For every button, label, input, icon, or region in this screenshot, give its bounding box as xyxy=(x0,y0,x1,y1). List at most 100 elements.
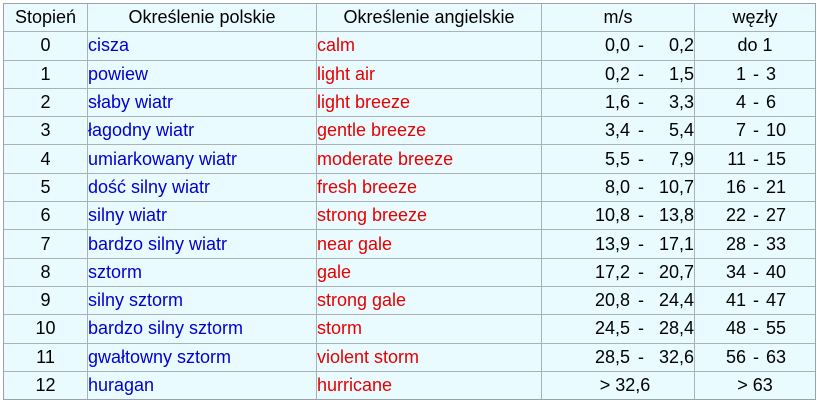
cell-meters-per-second: 24,5-28,4 xyxy=(542,315,695,344)
knots-separator: - xyxy=(753,233,759,254)
knots-low: 22 xyxy=(725,205,746,226)
knots-separator: - xyxy=(753,346,759,367)
knots-range: 11-15 xyxy=(695,146,815,173)
knots-separator: - xyxy=(753,205,759,226)
ms-separator: - xyxy=(638,205,644,226)
knots-high: 21 xyxy=(766,176,787,197)
beaufort-scale-table: Stopień Określenie polskie Określenie an… xyxy=(3,3,816,401)
cell-english-name: moderate breeze xyxy=(317,145,542,174)
cell-polish-name: gwałtowny sztorm xyxy=(88,343,317,372)
table-row: 12 huragan hurricane > 32,6 > 63 xyxy=(4,371,815,400)
ms-range: 3,4- 5,4 xyxy=(542,117,694,144)
header-stopien: Stopień xyxy=(4,4,88,33)
knots-separator: - xyxy=(753,176,759,197)
knots-range: 34-40 xyxy=(695,259,815,286)
header-meters-per-second: m/s xyxy=(542,4,695,33)
cell-stopien: 0 xyxy=(4,32,88,61)
cell-meters-per-second: > 32,6 xyxy=(542,371,695,400)
cell-polish-name: słaby wiatr xyxy=(88,88,317,118)
cell-english-name: light breeze xyxy=(317,88,542,118)
ms-high: 28,4 xyxy=(658,318,694,339)
ms-separator: - xyxy=(638,148,644,169)
cell-english-name: strong gale xyxy=(317,286,542,316)
knots-low: 16 xyxy=(725,176,746,197)
cell-knots: 22-27 xyxy=(695,202,815,231)
cell-meters-per-second: 13,9-17,1 xyxy=(542,230,695,259)
cell-english-name: strong breeze xyxy=(317,202,542,231)
cell-stopien: 1 xyxy=(4,60,88,89)
knots-low: 56 xyxy=(725,346,746,367)
cell-polish-name: silny wiatr xyxy=(88,202,317,231)
knots-separator: - xyxy=(753,318,759,339)
cell-stopien: 8 xyxy=(4,258,88,287)
knots-high: 10 xyxy=(766,120,787,141)
ms-low: 1,6 xyxy=(604,92,630,113)
cell-meters-per-second: 8,0-10,7 xyxy=(542,173,695,203)
table-row: 1 powiew light air 0,2-1,5 1-3 xyxy=(4,60,815,89)
cell-polish-name: bardzo silny sztorm xyxy=(88,315,317,344)
ms-high: 13,8 xyxy=(658,205,694,226)
ms-separator: - xyxy=(638,176,644,197)
knots-high: 47 xyxy=(766,290,787,311)
ms-range: 0,0- 0,2 xyxy=(542,32,694,59)
cell-stopien: 3 xyxy=(4,117,88,146)
ms-range: 8,0-10,7 xyxy=(542,174,694,201)
knots-low: 1 xyxy=(735,63,746,84)
knots-value: > 63 xyxy=(737,375,773,395)
ms-high: 3,3 xyxy=(668,92,694,113)
knots-high: 40 xyxy=(766,261,787,282)
table-row: 0 cisza calm 0,0- 0,2 do 1 xyxy=(4,32,815,61)
knots-range: 1-3 xyxy=(695,61,815,88)
knots-separator: - xyxy=(753,120,759,141)
knots-range: 4-6 xyxy=(695,89,815,116)
cell-polish-name: cisza xyxy=(88,32,317,61)
ms-range: 20,8-24,4 xyxy=(542,287,694,314)
cell-english-name: near gale xyxy=(317,230,542,259)
ms-high: 10,7 xyxy=(658,176,694,197)
ms-separator: - xyxy=(638,346,644,367)
cell-knots: do 1 xyxy=(695,32,815,61)
cell-polish-name: umiarkowany wiatr xyxy=(88,145,317,174)
cell-english-name: gale xyxy=(317,258,542,287)
table-row: 11 gwałtowny sztorm violent storm 28,5-32,6… xyxy=(4,343,815,372)
cell-knots: 11-15 xyxy=(695,145,815,174)
cell-knots: 34-40 xyxy=(695,259,815,287)
cell-polish-name: sztorm xyxy=(88,258,317,287)
cell-meters-per-second: 0,2- 1,5 xyxy=(542,60,695,89)
cell-stopien: 5 xyxy=(4,173,88,203)
ms-low: 13,9 xyxy=(594,233,630,254)
table-row: 4 umiarkowany wiatr moderate breeze 5,5-7,9… xyxy=(4,145,815,174)
knots-low: 34 xyxy=(725,261,746,282)
table-row: 7 bardzo silny wiatr near gale 13,9-17,1 28-… xyxy=(4,230,815,259)
ms-low: 0,2 xyxy=(604,63,630,84)
knots-value: do 1 xyxy=(737,35,773,56)
knots-high: 55 xyxy=(766,318,787,339)
cell-english-name: hurricane xyxy=(317,371,542,400)
knots-range: 22-27 xyxy=(695,202,815,229)
cell-english-name: gentle breeze xyxy=(317,117,542,146)
cell-stopien: 7 xyxy=(4,230,88,259)
cell-stopien: 4 xyxy=(4,145,88,174)
knots-range: 28-33 xyxy=(695,231,815,258)
cell-knots: 4-6 xyxy=(695,89,815,118)
ms-range: 0,2- 1,5 xyxy=(542,61,694,88)
ms-range: 13,9-17,1 xyxy=(542,231,694,258)
table-row: 9 silny sztorm strong gale 20,8-24,4 41-47 xyxy=(4,286,815,316)
cell-meters-per-second: 1,6- 3,3 xyxy=(542,88,695,118)
ms-high: 24,4 xyxy=(658,290,694,311)
cell-knots: > 63 xyxy=(695,372,815,399)
ms-high: 7,9 xyxy=(668,148,694,169)
cell-knots: 16-21 xyxy=(695,174,815,203)
ms-low: 8,0 xyxy=(604,176,630,197)
table-row: 8 sztorm gale 17,2-20,7 34-40 xyxy=(4,258,815,287)
ms-range: 24,5-28,4 xyxy=(542,315,694,342)
ms-low: 0,0 xyxy=(604,35,630,56)
ms-separator: - xyxy=(638,63,644,84)
cell-meters-per-second: 17,2-20,7 xyxy=(542,258,695,287)
ms-low: 10,8 xyxy=(594,205,630,226)
ms-high: 17,1 xyxy=(658,233,694,254)
table-row: 10 bardzo silny sztorm storm 24,5-28,4 48-55 xyxy=(4,315,815,344)
ms-separator: - xyxy=(638,92,644,113)
ms-value: > 32,6 xyxy=(599,375,651,395)
